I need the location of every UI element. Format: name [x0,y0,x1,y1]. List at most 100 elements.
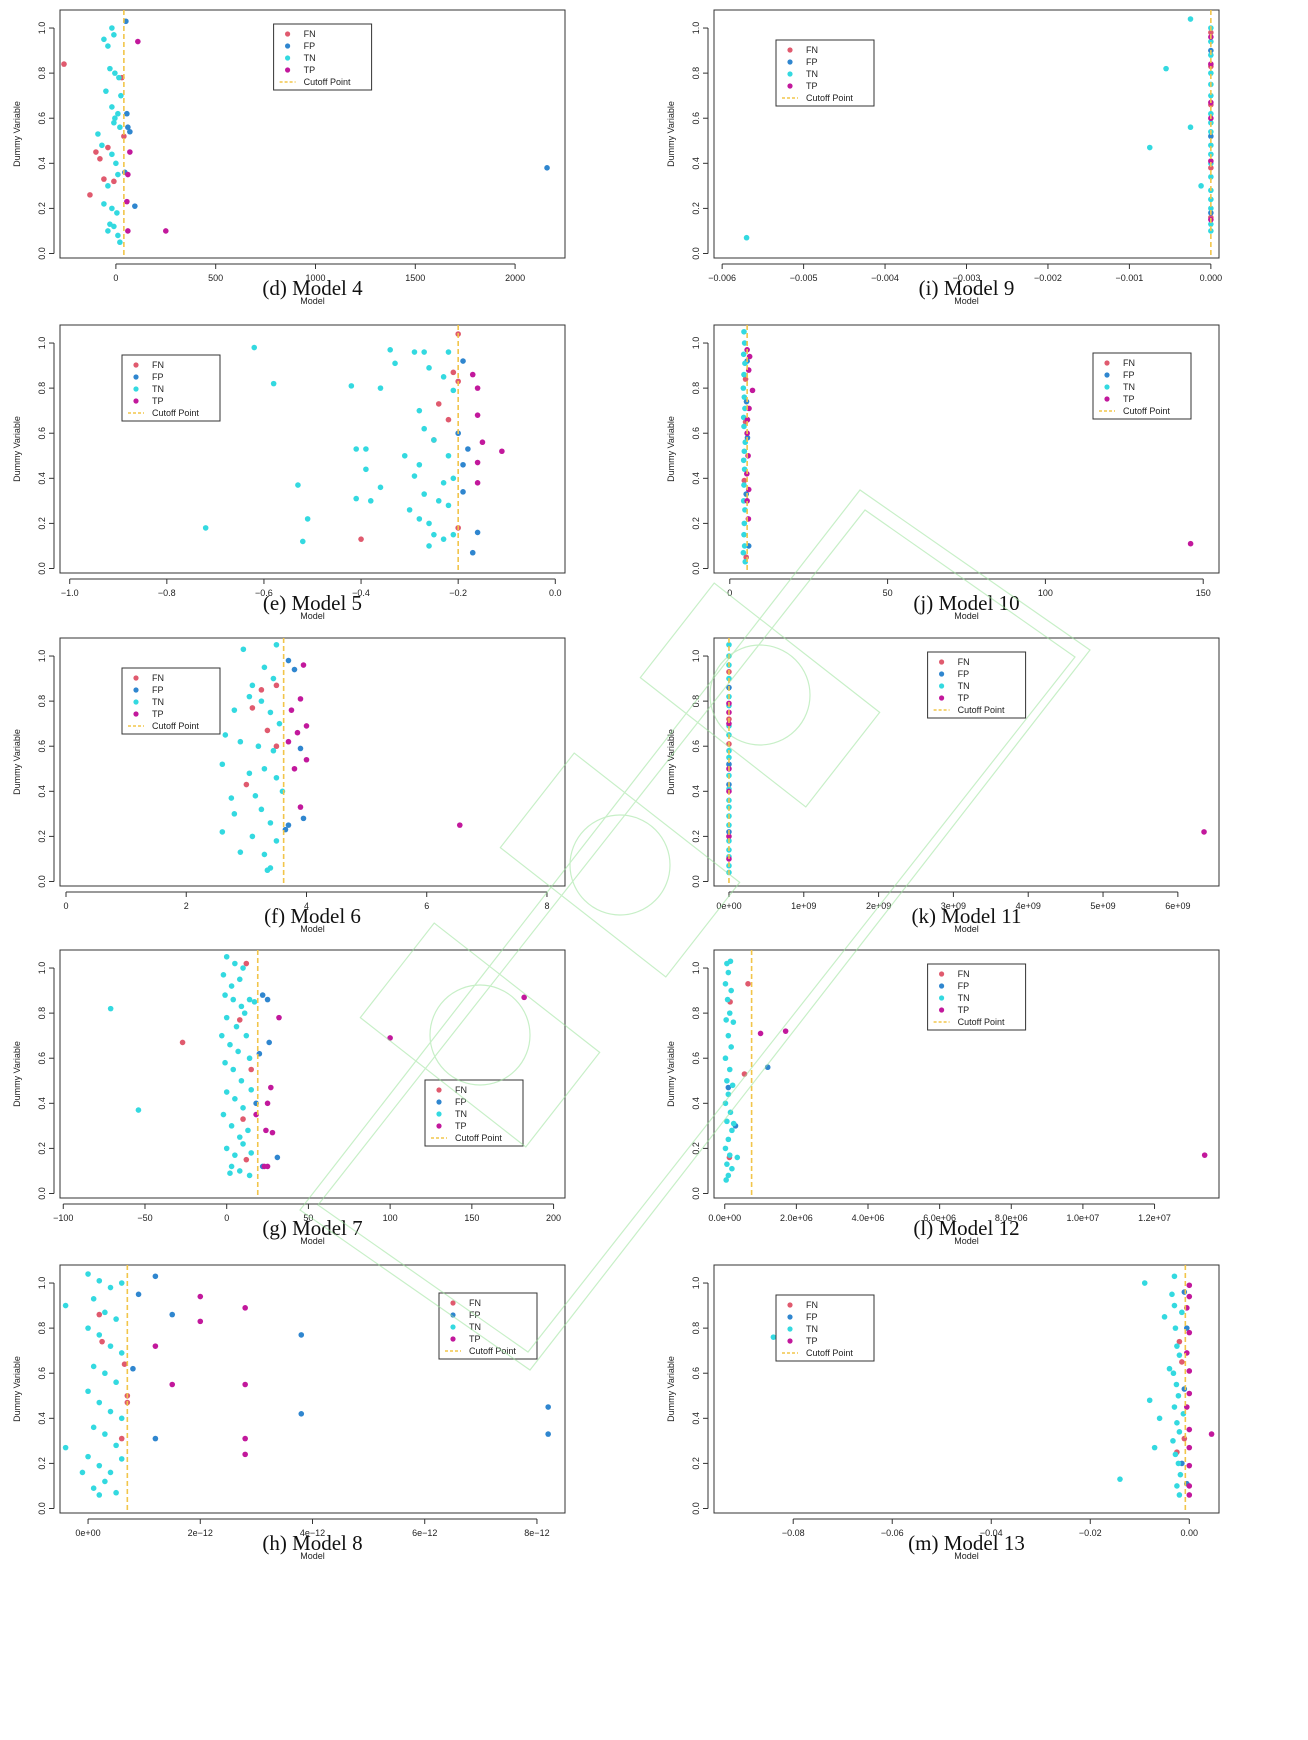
point-tn [232,1096,238,1102]
legend-marker-fn [285,31,291,37]
point-tn [219,761,226,768]
y-tick-label: 0.0 [37,875,47,888]
x-tick-label: 1500 [405,273,425,283]
legend-label: FP [469,1310,481,1320]
point-tp [297,804,304,810]
point-tn [96,1332,103,1338]
x-tick-label: −0.02 [1079,1528,1102,1538]
point-tn [367,498,374,504]
y-axis-title: Dummy Variable [666,1041,676,1107]
point-tp [1186,1390,1193,1397]
y-axis-title: Dummy Variable [12,416,22,482]
point-tn [723,1177,729,1183]
x-tick-label: −0.004 [871,273,899,283]
point-tp [387,1035,393,1041]
point-tn [101,201,107,207]
point-tn [740,549,747,556]
point-tn [252,793,259,799]
point-tp [474,459,481,466]
y-tick-label: 0.6 [691,1367,701,1380]
point-tn [348,383,355,389]
legend-label: Cutoff Point [958,705,1005,715]
point-tn [363,466,369,473]
legend-marker-tp [1104,396,1110,402]
legend-marker-tp [787,1338,793,1344]
legend-label: TN [806,69,818,79]
y-tick-label: 0.0 [37,1502,47,1515]
legend-label: TP [152,396,164,406]
chart-panel: −0.006 −0.005 −0.004 −0.003 −0.002 −0.001 0.00… [659,0,1299,306]
legend-label: FP [1123,370,1135,380]
scatter-plot: −1.0 −0.8 −0.6 −0.4 −0.2 0.00.00.20.40.60.81.… [12,324,566,621]
point-tn [1198,183,1204,189]
point-tn [96,1399,103,1406]
point-tn [1175,1460,1182,1467]
point-tn [435,498,442,504]
point-tn [118,1456,125,1462]
legend-label: Cutoff Point [806,1348,853,1358]
legend-label: FP [304,41,316,51]
point-tn [741,371,747,378]
point-fn [93,149,99,155]
point-tn [426,365,432,371]
legend-marker-fp [787,1314,793,1320]
point-tp [291,765,298,772]
point-tn [113,1316,119,1322]
legend-label: FN [958,969,970,979]
point-tn [112,115,118,122]
point-tn [220,1111,227,1118]
point-tn [105,228,111,234]
point-tn [353,495,360,502]
point-tn [261,664,268,671]
y-tick-label: 0.4 [691,157,701,170]
legend: FN FP TN TP Cutoff Point [121,354,221,422]
point-tp [124,198,130,205]
y-tick-label: 0.0 [37,1187,47,1200]
y-tick-label: 1.0 [37,650,47,663]
point-tn [236,976,243,983]
legend: FN FP TN TP Cutoff Point [438,1292,538,1360]
point-tn [111,119,117,126]
point-tn [62,1302,69,1309]
x-tick-label: 2 [184,901,189,911]
legend-marker-fn [787,1302,793,1308]
point-tn [109,205,115,212]
point-tp [242,1451,248,1458]
point-tn [416,461,423,468]
point-tp [1208,1431,1215,1437]
point-tn [740,385,747,391]
point-tn [1170,1438,1176,1444]
point-tn [416,516,423,522]
x-tick-label: 4e−12 [300,1528,325,1538]
point-tn [426,520,432,527]
figure-caption: (d) Model 4 [262,276,363,300]
point-tn [113,1379,119,1386]
point-fp [460,358,466,364]
point-tn [726,1066,733,1073]
x-tick-label: 500 [208,273,223,283]
y-tick-label: 0.4 [691,1412,701,1425]
point-fn [236,1017,243,1023]
legend-label: Cutoff Point [1123,406,1170,416]
point-tp [300,662,307,668]
y-tick-label: 0.6 [691,112,701,125]
point-fp [460,461,466,468]
point-tp [479,439,486,446]
point-tn [411,473,418,479]
point-tn [727,1109,734,1116]
x-axis-title: Model [300,296,325,306]
point-tn [1163,65,1169,72]
point-tn [1161,1314,1168,1320]
y-tick-label: 0.6 [37,427,47,440]
point-tn [222,1059,228,1066]
point-tn [236,1134,243,1140]
point-tn [1169,1291,1175,1298]
point-tn [742,360,748,367]
point-tn [223,1089,230,1095]
point-tp [303,756,310,763]
point-fn [741,477,748,484]
legend-marker-fn [1104,360,1110,366]
point-tn [431,437,437,443]
point-fp [298,1411,305,1417]
point-tn [233,1023,240,1030]
